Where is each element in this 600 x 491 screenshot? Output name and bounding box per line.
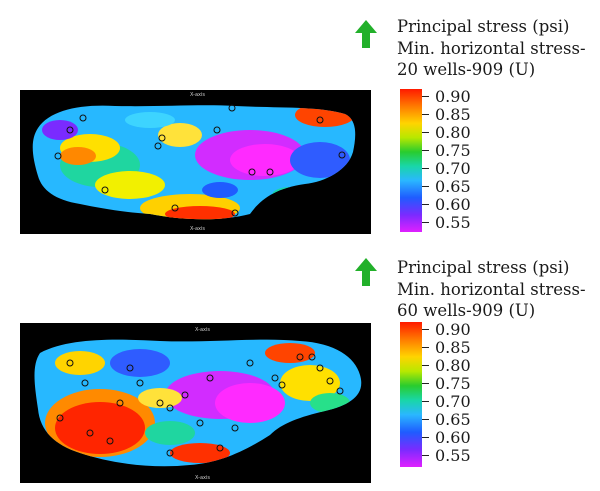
- north-arrow-icon: [355, 258, 377, 286]
- colorbar-tick: [422, 114, 429, 115]
- colorbar-tick-label: 0.65: [435, 410, 471, 429]
- colorbar-tick: [422, 222, 429, 223]
- colorbar-tick-label: 0.80: [435, 356, 471, 375]
- colorbar-tick: [422, 132, 429, 133]
- x-axis-top-label: X-axis: [195, 327, 210, 333]
- legend-subtitle: Min. horizontal stress-: [397, 38, 586, 58]
- x-axis-top-label: X-axis: [190, 92, 205, 98]
- colorbar-tick-label: 0.70: [435, 392, 471, 411]
- legend-title-block: Principal stress (psi) Min. horizontal s…: [397, 257, 586, 322]
- colorbar-tick: [422, 347, 429, 348]
- colorbar-tick: [422, 186, 429, 187]
- colorbar-tick: [422, 437, 429, 438]
- colorbar-tick-label: 0.90: [435, 320, 471, 339]
- colorbar-tick-label: 0.85: [435, 105, 471, 124]
- colorbar-tick-label: 0.85: [435, 338, 471, 357]
- colorbar-tick-label: 0.75: [435, 374, 471, 393]
- colorbar-tick-label: 0.60: [435, 195, 471, 214]
- colorbar-tick: [422, 365, 429, 366]
- legend-title: Principal stress (psi): [397, 17, 570, 36]
- colorbar-tick: [422, 455, 429, 456]
- stress-map-viewport[interactable]: X-axis X-axis: [20, 90, 371, 234]
- stress-map-image: [20, 323, 371, 483]
- colorbar-tick-label: 0.55: [435, 213, 471, 232]
- colorbar-tick: [422, 96, 429, 97]
- colorbar-tick-label: 0.65: [435, 177, 471, 196]
- colorbar-tick: [422, 204, 429, 205]
- legend-title-block: Principal stress (psi) Min. horizontal s…: [397, 16, 586, 81]
- legend-subtitle: Min. horizontal stress-: [397, 279, 586, 299]
- stress-map-panel-60-wells: X-axis X-axis Principal stress (psi) Min…: [0, 245, 600, 490]
- legend-title: Principal stress (psi): [397, 258, 570, 277]
- colorbar-tick: [422, 401, 429, 402]
- colorbar-tick: [422, 383, 429, 384]
- colorbar-tick-label: 0.75: [435, 141, 471, 160]
- stress-map-viewport[interactable]: X-axis X-axis: [20, 323, 371, 483]
- stress-map-image: [20, 90, 371, 234]
- legend-wells: 20 wells-909 (U): [397, 60, 536, 79]
- north-arrow-icon: [355, 20, 377, 48]
- colorbar: [400, 89, 422, 232]
- colorbar-tick-label: 0.60: [435, 428, 471, 447]
- colorbar-tick: [422, 168, 429, 169]
- colorbar-tick: [422, 329, 429, 330]
- colorbar-tick-label: 0.70: [435, 159, 471, 178]
- colorbar-tick-label: 0.55: [435, 446, 471, 465]
- legend-wells: 60 wells-909 (U): [397, 301, 536, 320]
- x-axis-bottom-label: X-axis: [190, 226, 205, 232]
- x-axis-bottom-label: X-axis: [195, 475, 210, 481]
- stress-map-panel-20-wells: X-axis X-axis Principal stress (psi) Min…: [0, 0, 600, 245]
- colorbar: [400, 322, 422, 467]
- colorbar-tick-label: 0.80: [435, 123, 471, 142]
- colorbar-tick: [422, 150, 429, 151]
- colorbar-tick: [422, 419, 429, 420]
- colorbar-tick-label: 0.90: [435, 87, 471, 106]
